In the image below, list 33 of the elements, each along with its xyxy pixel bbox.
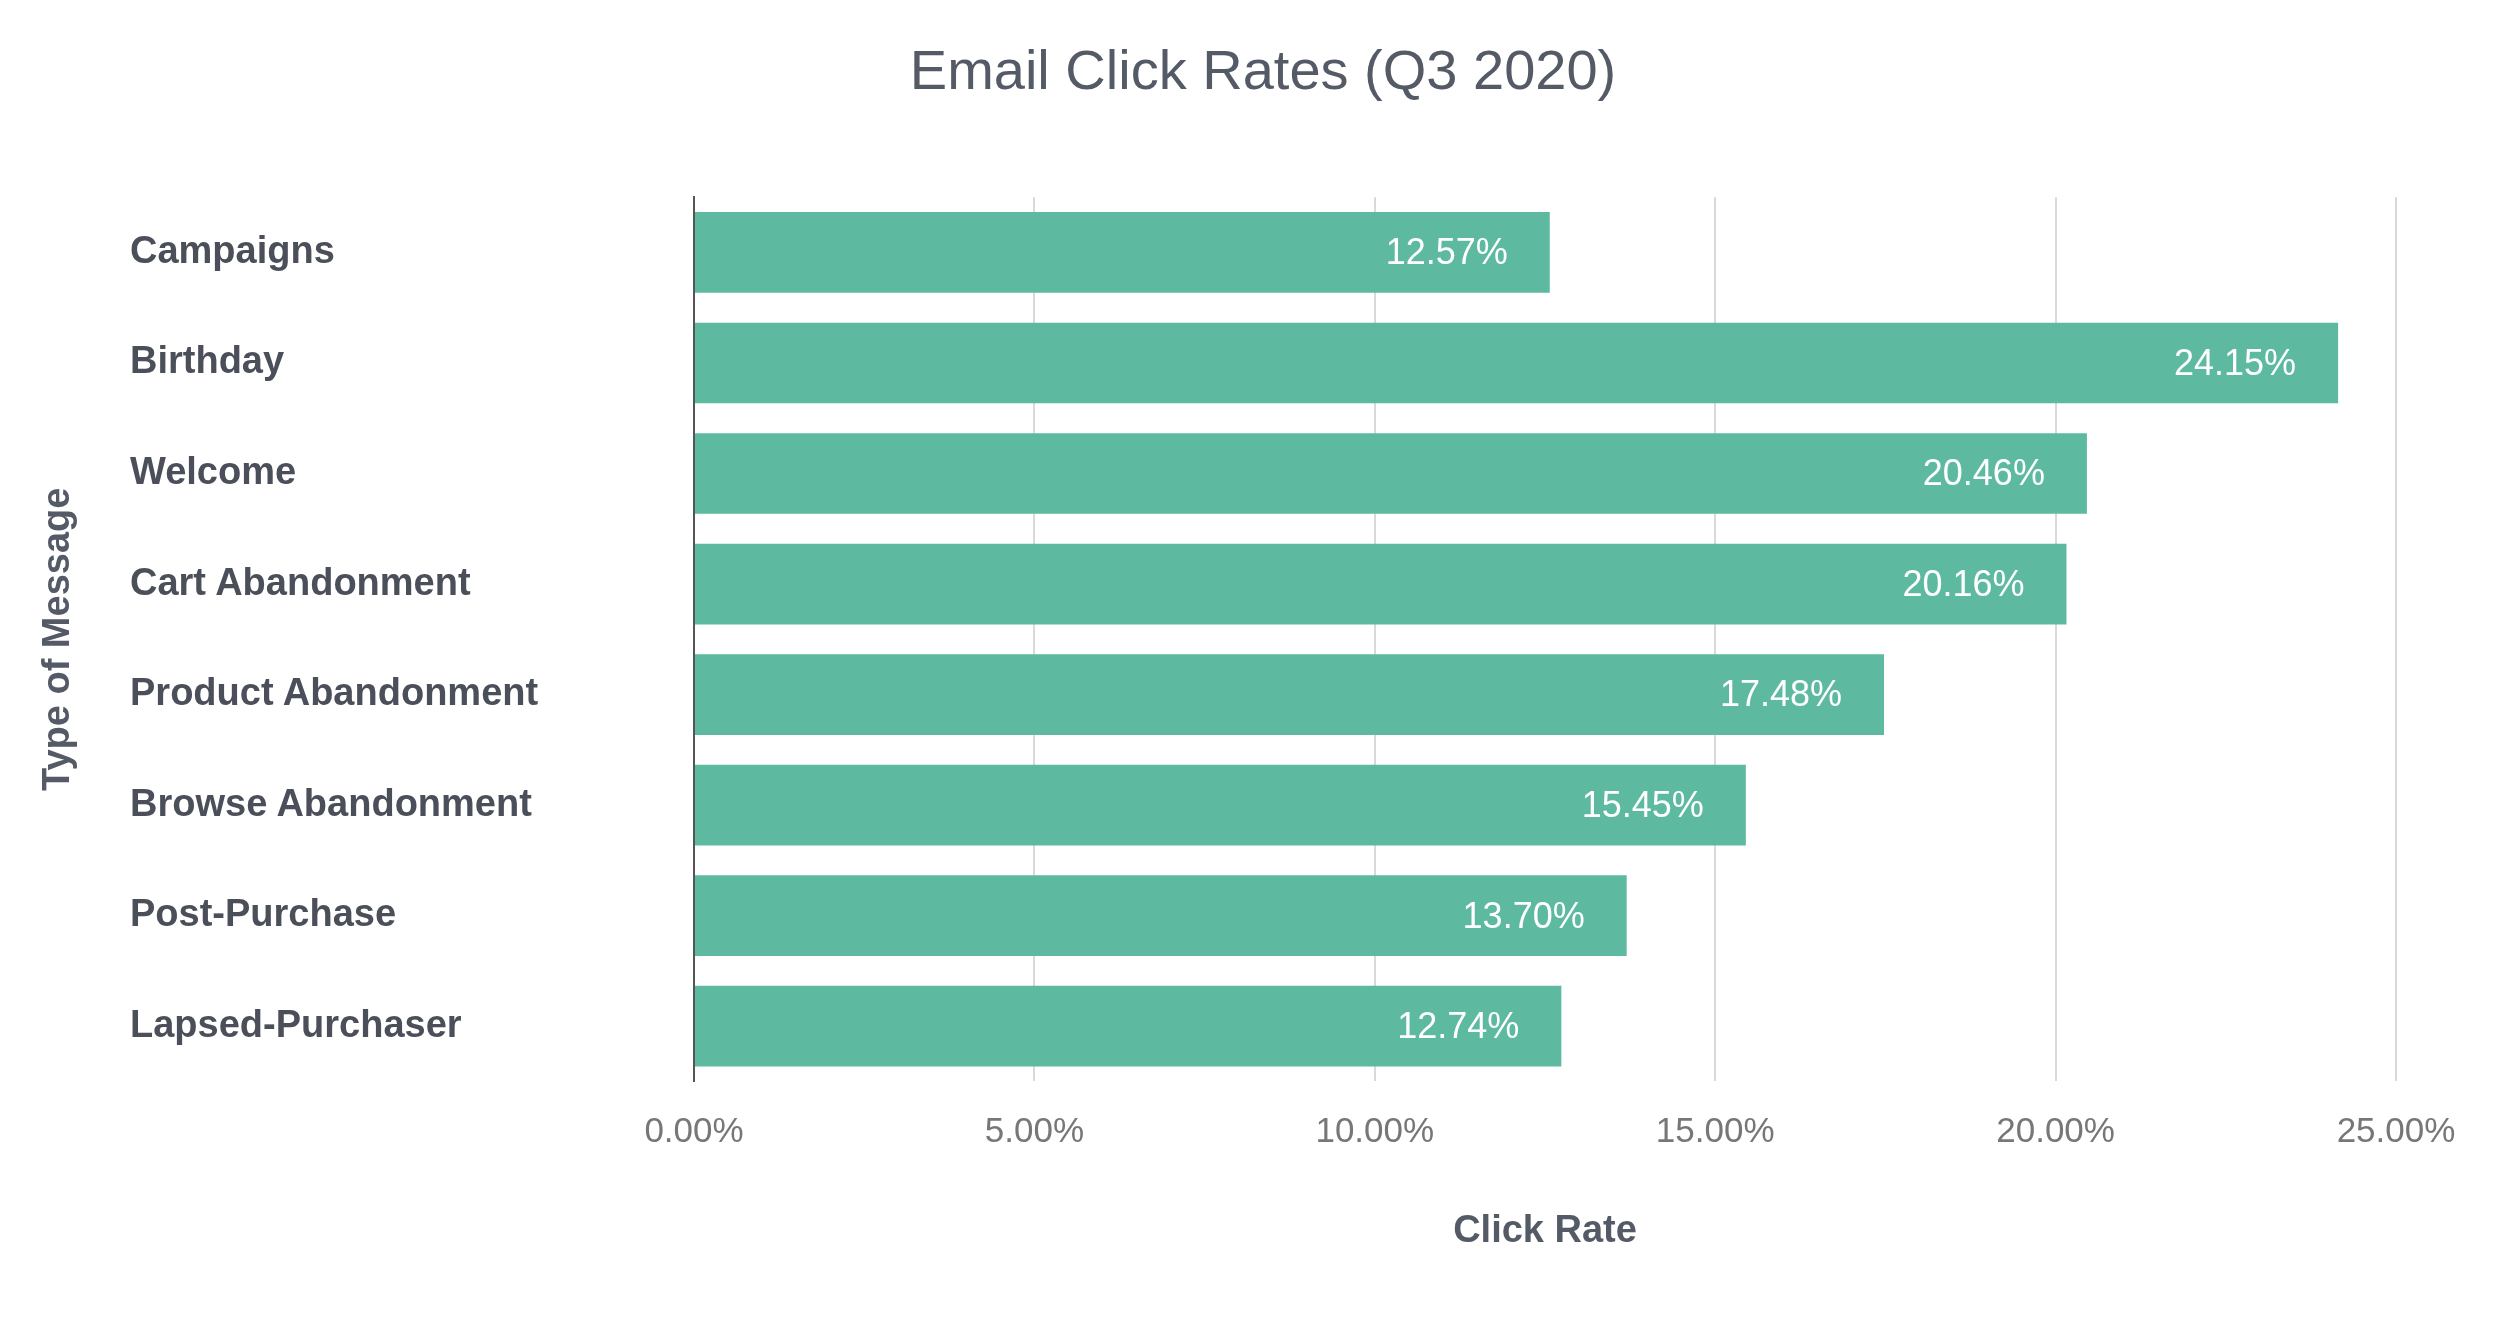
x-tick-label: 5.00% — [984, 1110, 1085, 1150]
bar — [695, 764, 1746, 846]
y-tick-label: Campaigns — [130, 228, 335, 271]
bar — [695, 654, 1885, 735]
y-axis-title: Type of Message — [35, 487, 78, 791]
data-label: 13.70% — [1462, 894, 1585, 936]
bar — [695, 212, 1550, 293]
x-axis-title: Click Rate — [1453, 1207, 1637, 1250]
y-tick-label: Lapsed-Purchaser — [130, 1002, 462, 1045]
chart-title: Email Click Rates (Q3 2020) — [909, 38, 1617, 102]
y-tick-label: Cart Abandonment — [130, 560, 471, 603]
x-tick-label: 25.00% — [2336, 1110, 2456, 1150]
bar — [695, 433, 2087, 514]
data-label: 24.15% — [2174, 341, 2297, 383]
bar — [695, 875, 1627, 956]
x-tick-label: 10.00% — [1315, 1110, 1435, 1150]
x-tick-label: 15.00% — [1655, 1110, 1775, 1150]
data-label: 15.45% — [1581, 784, 1704, 826]
data-label: 20.46% — [1922, 452, 2045, 494]
y-tick-label: Product Abandonment — [130, 671, 539, 714]
x-tick-label: 0.00% — [644, 1110, 744, 1150]
bar — [695, 985, 1562, 1067]
data-label: 20.16% — [1902, 562, 2025, 604]
data-label: 17.48% — [1719, 673, 1843, 715]
data-label: 12.57% — [1385, 231, 1508, 273]
bar — [695, 543, 2067, 625]
data-label: 12.74% — [1397, 1005, 1520, 1047]
y-tick-label: Browse Abandonment — [130, 781, 533, 824]
y-tick-label: Birthday — [130, 339, 285, 382]
x-tick-label: 20.00% — [1996, 1110, 2115, 1150]
y-tick-label: Welcome — [130, 450, 297, 492]
bar — [695, 322, 2339, 404]
y-tick-label: Post-Purchase — [130, 892, 397, 935]
